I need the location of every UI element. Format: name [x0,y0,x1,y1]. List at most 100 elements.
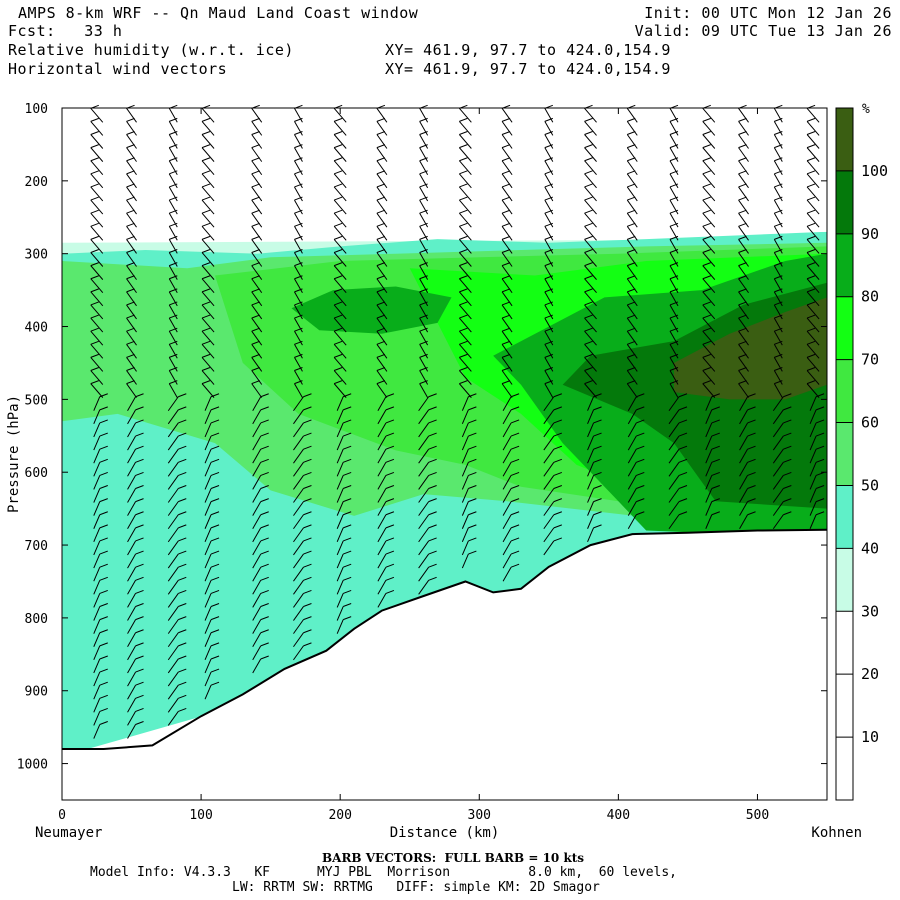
wind-barb-flag [774,131,783,135]
wind-barb [669,239,679,254]
wind-barb-flag [459,222,468,227]
wind-barb [376,121,388,136]
plot-frame [61,107,828,801]
wind-barb-flag [126,288,135,293]
wind-barb [294,108,303,123]
wind-barb [458,147,472,162]
wind-barb-flag [376,196,386,201]
wind-barb-flag [544,117,553,122]
wind-barb-flag [428,445,437,450]
wind-barb-flag [294,157,303,162]
wind-barb-flag [178,511,187,516]
colorbar-bin [836,233,853,297]
wind-barb [251,186,263,202]
wind-barb-flag [303,406,312,411]
wind-barb [333,212,347,228]
wind-barb-flag [806,235,816,240]
wind-barb [738,107,749,123]
wind-barb-flag [99,432,108,437]
wind-barb [806,304,820,320]
wind-barb [502,475,512,490]
wind-barb [126,186,137,202]
wind-barb [90,357,104,372]
wind-barb-flag [459,170,468,175]
wind-barb-flag [669,249,679,253]
wind-barb-flag [711,471,720,476]
wind-barb-flag [678,419,688,424]
wind-barb-flag [669,170,679,175]
y-tick-label: 800 [25,612,48,627]
wind-barb [204,658,212,674]
wind-barb-flag [627,249,636,253]
wind-barb-flag [99,721,108,725]
wind-barb-flag [593,458,602,463]
wind-barb-flag [593,406,602,411]
wind-barb [738,291,749,307]
wind-barb [251,330,263,346]
wind-barb-flag [201,380,211,385]
wind-barb-flag [584,157,593,162]
wind-barb [544,370,554,385]
wind-barb-flag [201,235,211,240]
wind-barb [626,212,638,228]
wind-barb-flag [260,524,269,529]
wind-barb [543,540,555,556]
colorbar-tick-label: 60 [861,414,879,432]
wind-barb [773,226,783,241]
wind-barb [587,422,595,438]
wind-barb [669,186,679,202]
wind-barb [376,239,388,254]
wind-barb-flag [747,511,756,516]
wind-barb [333,173,347,189]
wind-barb-flag [303,589,312,594]
wind-barb-flag [99,563,108,568]
wind-barb [126,317,137,333]
wind-barb [669,291,679,307]
wind-barb-flag [584,327,593,332]
wind-barb-flag [747,432,756,437]
wind-barb-flag [385,445,395,450]
wind-barb [809,422,817,438]
wind-barb-flag [178,419,187,424]
wind-barb-flag [169,222,178,227]
wind-barb-flag [428,511,437,516]
wind-barb [93,580,101,595]
wind-barb [773,344,783,359]
wind-barb [167,422,179,438]
wind-barb [293,514,304,530]
wind-barb [251,291,263,307]
wind-barb-flag [702,222,711,227]
wind-barb [127,514,136,529]
wind-barb [584,212,597,228]
wind-barb-flag [303,550,312,555]
wind-barb [773,199,783,215]
wind-barb-flag [419,131,428,135]
wind-barb-flag [343,603,352,607]
wind-barb-flag [544,262,553,267]
colorbar-tick-label: 20 [861,665,879,683]
wind-barb [90,212,104,228]
wind-barb [461,488,469,503]
wind-barb [544,239,554,254]
wind-barb-flag [178,458,187,463]
wind-barb-flag [178,471,187,476]
wind-barb-flag [260,629,269,634]
wind-barb [333,357,347,372]
wind-barb-flag [385,576,395,581]
wind-barb-flag [501,367,511,371]
wind-barb [252,396,262,411]
wind-barb-flag [201,144,211,149]
wind-barb [93,527,101,543]
wind-barb-flag [303,471,312,476]
wind-barb [739,435,748,451]
wind-barb-flag [783,445,792,450]
wind-barb-flag [806,288,816,293]
wind-barb [705,435,713,451]
wind-barb-flag [126,275,135,280]
wind-barb-flag [376,249,386,253]
wind-barb-flag [260,406,269,411]
wind-barb-flag [678,511,688,516]
wind-barb [201,212,215,228]
wind-barb [705,396,713,411]
wind-barb [772,462,784,477]
